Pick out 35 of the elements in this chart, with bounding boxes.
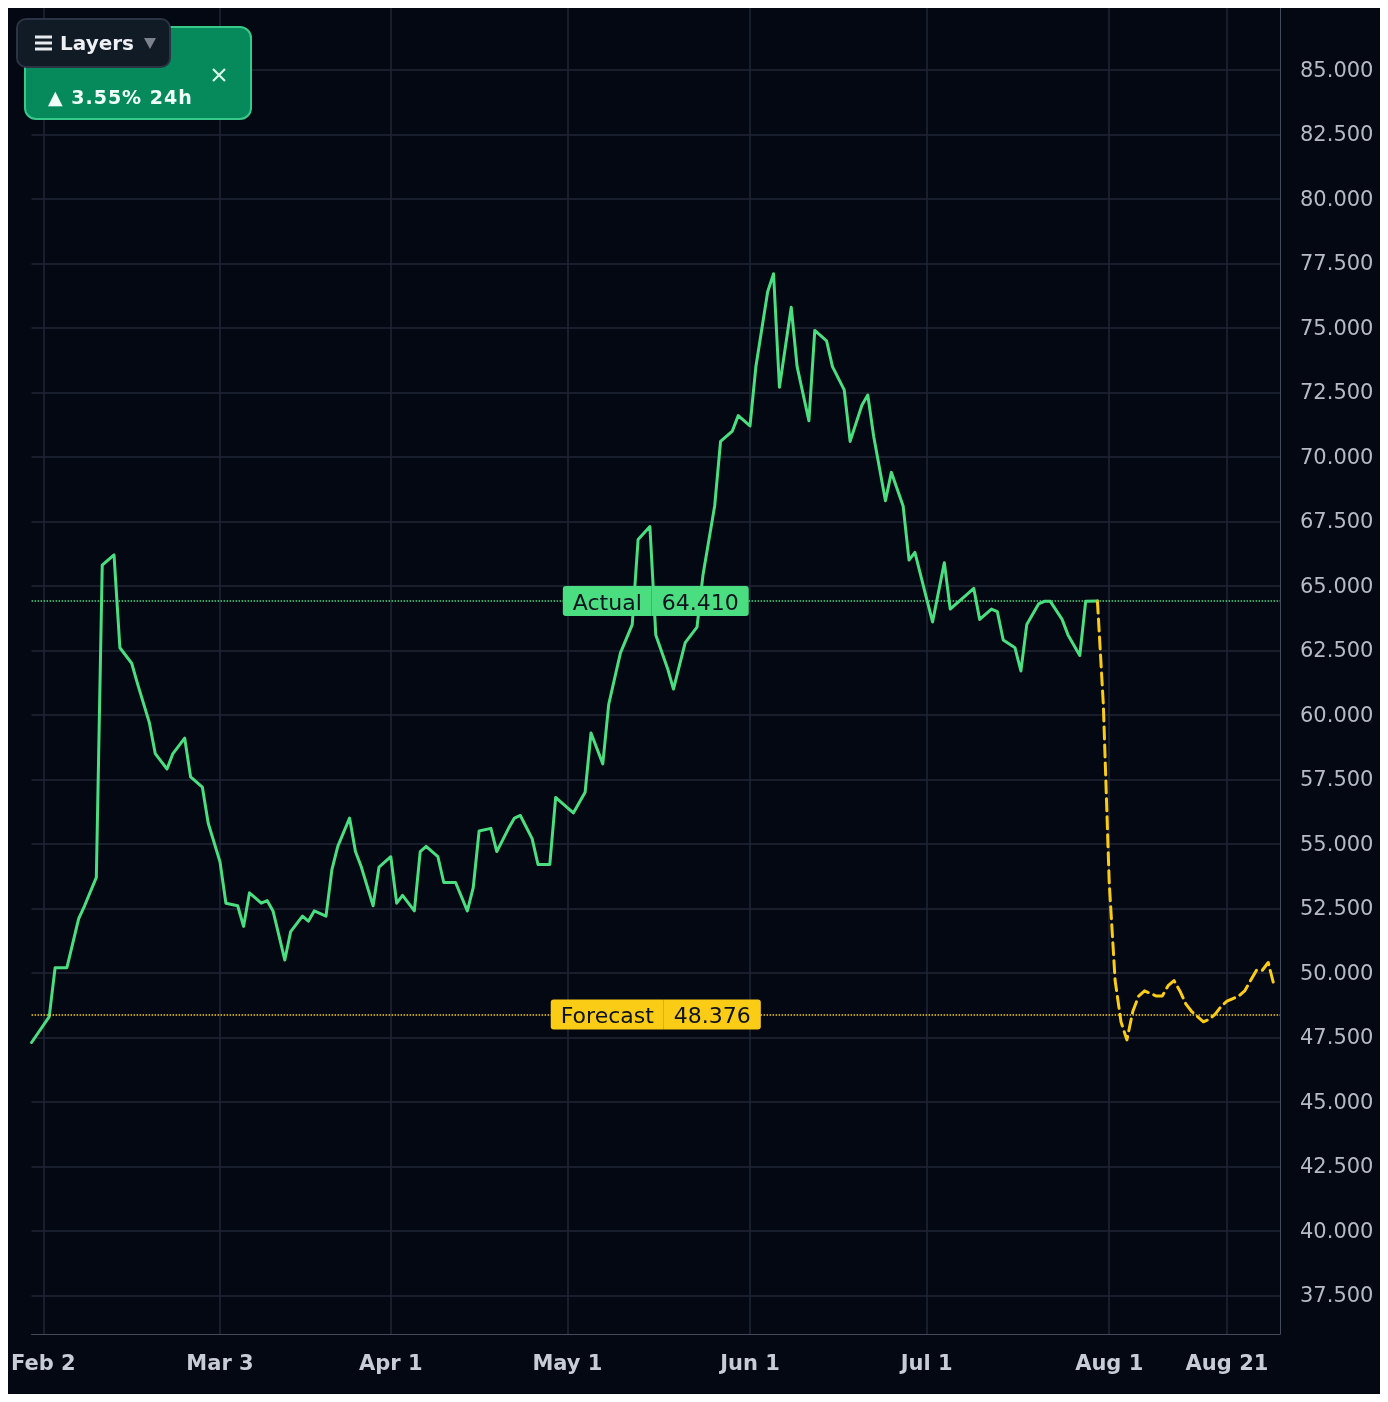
y-tick-label: 40.000 [1300,1218,1374,1243]
layers-button: Layers [16,18,171,68]
x-tick-label: May 1 [532,1350,603,1375]
y-tick-label: 85.000 [1300,57,1374,82]
y-tick-label: 72.500 [1300,380,1374,405]
y-tick-label: 60.000 [1300,702,1374,727]
y-tick-label: 57.500 [1300,767,1374,792]
y-tick-label: 65.000 [1300,573,1374,598]
annotation: 64.410 [661,589,739,615]
annotation: ▲ 3.55% 24h [48,86,193,108]
y-tick-label: 37.500 [1300,1283,1374,1308]
y-tick-label: 70.000 [1300,444,1374,469]
ref-line-label: Actual [572,589,642,615]
y-tick-label: 82.500 [1300,122,1374,147]
y-tick-label: 75.000 [1300,315,1374,340]
x-tick-label: Mar 3 [186,1350,254,1375]
x-tick-label: Feb 2 [10,1350,76,1375]
y-tick-label: 77.500 [1300,251,1374,276]
y-tick-label: 50.000 [1300,960,1374,985]
y-tick-label: 52.500 [1300,896,1374,921]
y-tick-label: 47.500 [1300,1025,1374,1050]
y-tick-label: 45.000 [1300,1089,1374,1114]
ref-line-label: Forecast [560,1003,655,1029]
y-tick-label: 42.500 [1300,1154,1374,1179]
y-tick-label: 62.500 [1300,638,1374,663]
x-tick-label: Aug 21 [1185,1350,1269,1375]
y-tick-label: 55.000 [1300,831,1374,856]
annotation: Layers [60,31,134,55]
y-tick-label: 67.500 [1300,509,1374,534]
y-tick-label: 80.000 [1300,186,1374,211]
annotation: 48.376 [673,1003,751,1029]
x-tick-label: Apr 1 [359,1350,423,1375]
x-tick-label: Jul 1 [898,1350,953,1375]
x-tick-label: Aug 1 [1075,1350,1144,1375]
x-tick-label: Jun 1 [718,1350,780,1375]
